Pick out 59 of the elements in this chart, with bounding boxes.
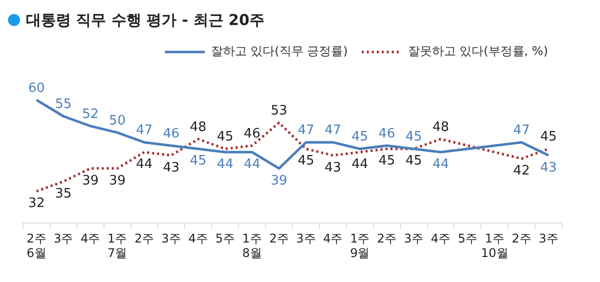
x-tick-label: 2주 (134, 232, 154, 246)
x-tick-label: 1주 9월 (350, 232, 370, 260)
data-label: 45 (540, 130, 557, 145)
data-label: 43 (324, 160, 342, 176)
data-label: 42 (513, 164, 530, 179)
x-tick-label: 2주 (512, 232, 532, 246)
data-label: 44 (216, 156, 234, 172)
data-label: 39 (270, 173, 288, 188)
data-label: 39 (109, 173, 126, 188)
x-tick-label: 2주 (269, 232, 289, 246)
data-label: 44 (136, 156, 153, 172)
data-label: 60 (28, 80, 45, 96)
data-label: 44 (432, 156, 449, 172)
x-tick-label: 5주 (215, 232, 235, 246)
data-label: 55 (55, 97, 72, 112)
data-label: 53 (270, 104, 288, 119)
data-label: 46 (162, 126, 180, 142)
data-label: 45 (216, 130, 234, 145)
x-tick-label: 4주 (323, 232, 343, 246)
data-label: 47 (324, 123, 342, 138)
data-label: 43 (162, 160, 180, 176)
x-tick-label: 3주 (54, 232, 74, 246)
legend-label: 잘못하고 있다(부정률, %) (408, 44, 548, 58)
data-label: 47 (513, 123, 530, 138)
chart-title: 대통령 직무 수행 평가 - 최근 20주 (26, 10, 264, 30)
data-label: 32 (28, 196, 45, 212)
data-label: 45 (406, 154, 422, 169)
data-label: 45 (378, 154, 396, 169)
data-label: 45 (406, 130, 422, 145)
legend-label: 잘하고 있다(직무 긍정률) (210, 44, 348, 58)
data-label: 44 (244, 156, 260, 172)
x-tick-label: 3주 (538, 232, 558, 246)
data-label: 47 (136, 123, 153, 138)
x-tick-label: 1주 10월 (480, 232, 508, 260)
data-label: 52 (82, 106, 99, 122)
x-tick-label: 2주 (377, 232, 397, 246)
data-label: 45 (190, 154, 206, 169)
data-label: 50 (109, 113, 126, 128)
x-tick-label: 3주 (161, 232, 182, 246)
x-tick-label: 5주 (458, 232, 478, 246)
data-label: 48 (190, 120, 206, 135)
data-label: 46 (244, 126, 260, 142)
x-tick-label: 4주 (430, 232, 451, 246)
x-tick-label: 3주 (404, 232, 424, 246)
x-tick-label: 1주 7월 (108, 232, 128, 260)
x-tick-label: 2주 6월 (26, 232, 46, 260)
data-label: 44 (352, 156, 368, 172)
data-label: 46 (378, 126, 396, 142)
x-tick-label: 4주 (188, 232, 208, 246)
data-label: 47 (298, 123, 314, 138)
data-label: 45 (298, 154, 314, 169)
x-tick-label: 1주 8월 (242, 232, 262, 260)
data-label: 48 (432, 120, 449, 135)
x-tick-label: 3주 (296, 232, 316, 246)
x-tick-label: 4주 (80, 232, 100, 246)
data-label: 35 (55, 186, 72, 202)
data-label: 43 (540, 160, 557, 176)
data-label: 45 (352, 130, 368, 145)
data-label: 39 (82, 173, 99, 188)
